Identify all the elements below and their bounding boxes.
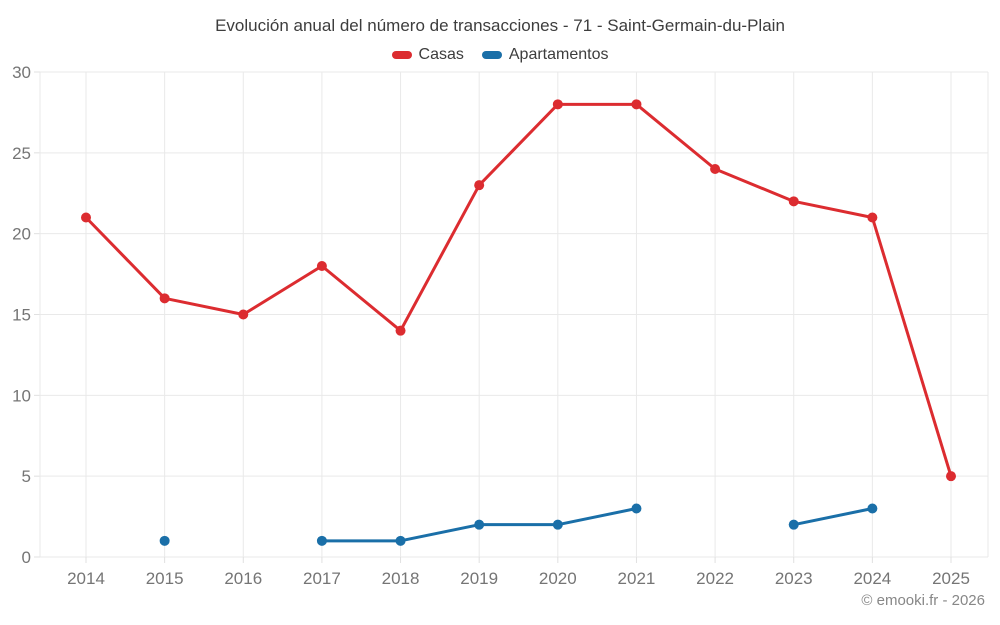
data-point-apartamentos[interactable] — [316, 535, 327, 546]
y-tick-label: 25 — [12, 144, 31, 163]
chart-title: Evolución anual del número de transaccio… — [215, 16, 785, 35]
data-point-casas[interactable] — [946, 471, 956, 482]
data-point-apartamentos[interactable] — [159, 535, 170, 546]
data-point-casas[interactable] — [238, 309, 249, 320]
x-tick-label: 2018 — [382, 569, 420, 588]
y-tick-label: 10 — [12, 386, 31, 405]
x-tick-label: 2014 — [67, 569, 105, 588]
x-tick-label: 2022 — [696, 569, 734, 588]
series-line-apartamentos — [792, 507, 874, 527]
series-line-casas — [84, 102, 953, 478]
legend-swatch-casas — [391, 51, 412, 59]
legend-swatch-apartamentos — [481, 51, 502, 59]
legend-item-casas[interactable]: Casas — [391, 46, 464, 64]
data-point-casas[interactable] — [474, 180, 485, 191]
data-point-casas[interactable] — [159, 293, 170, 304]
y-tick-label: 0 — [22, 548, 31, 567]
x-tick-label: 2024 — [853, 569, 891, 588]
data-point-casas[interactable] — [81, 212, 91, 223]
data-point-casas[interactable] — [316, 261, 327, 271]
legend-item-apartamentos[interactable]: Apartamentos — [481, 46, 609, 64]
y-tick-label: 15 — [12, 306, 31, 325]
x-tick-label: 2019 — [460, 569, 498, 588]
data-point-apartamentos[interactable] — [788, 519, 799, 530]
data-point-apartamentos[interactable] — [552, 519, 563, 530]
x-tick-label: 2015 — [146, 569, 184, 588]
data-point-casas[interactable] — [710, 164, 721, 174]
data-point-casas[interactable] — [867, 212, 878, 223]
y-tick-label: 30 — [12, 63, 31, 82]
copyright: © emooki.fr - 2026 — [861, 592, 985, 609]
data-point-casas[interactable] — [788, 196, 799, 207]
data-point-casas[interactable] — [395, 325, 406, 336]
data-point-apartamentos[interactable] — [395, 535, 406, 546]
data-point-casas[interactable] — [552, 99, 563, 110]
data-point-casas[interactable] — [631, 99, 642, 110]
data-point-apartamentos[interactable] — [631, 503, 642, 514]
x-tick-label: 2021 — [618, 569, 656, 588]
y-tick-label: 5 — [22, 467, 31, 486]
legend-label-apartamentos: Apartamentos — [508, 46, 609, 63]
chart-legend: Casas Apartamentos — [0, 46, 1000, 64]
x-tick-label: 2020 — [539, 569, 577, 588]
data-point-apartamentos[interactable] — [867, 503, 878, 514]
y-tick-label: 20 — [12, 225, 31, 244]
legend-label-casas: Casas — [418, 46, 464, 63]
x-tick-label: 2017 — [303, 569, 341, 588]
x-tick-label: 2025 — [932, 569, 970, 588]
data-point-apartamentos[interactable] — [474, 519, 485, 530]
x-tick-label: 2016 — [224, 569, 262, 588]
x-tick-label: 2023 — [775, 569, 813, 588]
